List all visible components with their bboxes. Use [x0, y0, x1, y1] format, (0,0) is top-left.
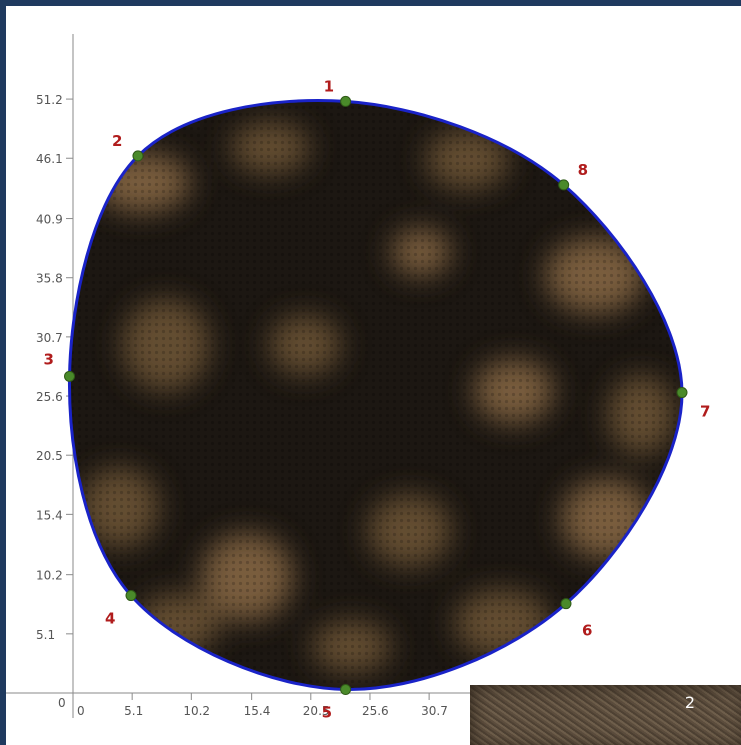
x-tick-label: 10.2	[183, 704, 210, 718]
control-point-4	[125, 590, 137, 602]
y-tick-label: 20.5	[36, 449, 63, 463]
control-point-label-2: 2	[112, 132, 122, 150]
control-point-8	[558, 179, 570, 191]
inset-label: 2	[684, 693, 695, 712]
y-tick-label: 5.1	[36, 628, 55, 642]
control-point-label-8: 8	[578, 161, 588, 179]
y-tick-label: 30.7	[36, 331, 63, 345]
y-tick-label: 25.6	[36, 390, 63, 404]
control-point-label-6: 6	[582, 622, 592, 640]
y-tick-label: 0	[58, 696, 66, 710]
control-point-2	[132, 150, 144, 162]
x-tick-label: 15.4	[244, 704, 271, 718]
x-tick-label: 20.5	[303, 704, 330, 718]
blob-dot-texture	[69, 100, 683, 690]
control-points: 1 2 3 4 5 6 7 8	[44, 77, 711, 721]
axes: 0 5.1 10.2 15.4 20.5 25.6 30.7 0 5.1 10.2 15.4 20.5…	[6, 34, 741, 718]
y-tick-label: 51.2	[36, 93, 63, 107]
y-tick-label: 46.1	[36, 152, 63, 166]
x-tick-label: 30.7	[421, 704, 448, 718]
control-point-label-5: 5	[322, 704, 332, 722]
texture-inset: 2	[470, 685, 741, 745]
control-point-label-7: 7	[700, 403, 710, 421]
control-point-7	[676, 387, 688, 399]
control-point-6	[560, 598, 572, 610]
texture-blob	[69, 100, 683, 690]
y-tick-label: 15.4	[36, 508, 63, 522]
plot-frame: 0 5.1 10.2 15.4 20.5 25.6 30.7 0 5.1 10.2 15.4 20.5…	[6, 6, 741, 745]
control-point-5	[340, 684, 352, 696]
control-point-1	[340, 95, 352, 107]
x-tick-label: 5.1	[124, 704, 143, 718]
control-point-label-4: 4	[105, 610, 115, 628]
y-tick-label: 40.9	[36, 213, 63, 227]
control-point-label-3: 3	[44, 350, 54, 368]
control-point-label-1: 1	[324, 77, 334, 95]
control-point-3	[64, 370, 76, 382]
shape-plot: 0 5.1 10.2 15.4 20.5 25.6 30.7 0 5.1 10.2 15.4 20.5…	[6, 34, 741, 722]
y-tick-label: 35.8	[36, 272, 63, 286]
x-tick-label: 0	[77, 704, 85, 718]
y-tick-label: 10.2	[36, 569, 63, 583]
x-tick-label: 25.6	[362, 704, 389, 718]
